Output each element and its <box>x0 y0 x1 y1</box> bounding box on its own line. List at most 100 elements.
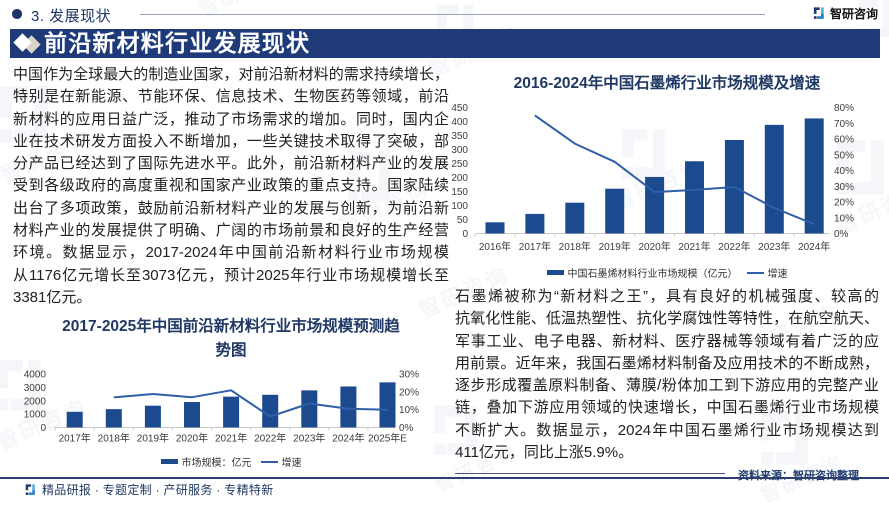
bar <box>144 405 161 428</box>
logo-shape <box>32 483 35 490</box>
paragraph-line: 中国作为全球最大的制造业国家，对前沿新材料的需求持续增长， <box>13 66 449 83</box>
paragraph-line: 出台了多项政策，鼓励前沿新材料产业的发展与创新，为前沿新 <box>13 199 449 217</box>
right-axis-label: 80% <box>834 103 854 114</box>
bar <box>605 188 625 234</box>
bar <box>301 390 318 428</box>
paragraph-line: 特别是在新能源、节能环保、信息技术、生物医药等领域，前沿 <box>13 88 449 106</box>
right-axis-label: 10% <box>834 213 854 224</box>
x-axis-label: 2020年 <box>638 240 670 253</box>
page-title: 前沿新材料行业发展现状 <box>44 30 311 56</box>
legend-label: 增速 <box>281 458 302 469</box>
logo-shape <box>28 489 35 495</box>
logo-shape <box>813 7 820 14</box>
x-axis-label: 2018年 <box>98 432 130 445</box>
bar-swatch-icon <box>546 270 564 275</box>
logo-shape <box>25 483 32 490</box>
paragraph-line: 材料产业的发展提供了明确、广阔的市场前景和良好的生产经营 <box>13 222 449 240</box>
left-axis-label: 100 <box>451 201 468 212</box>
left-axis-label: 3000 <box>24 383 47 394</box>
right-axis-label: 30% <box>834 182 854 193</box>
right-axis-label: 70% <box>834 119 854 130</box>
right-axis-label: 60% <box>834 135 854 146</box>
left-axis-label: 400 <box>451 117 468 128</box>
legend-label: 增速 <box>767 269 788 280</box>
left-paragraph: 中国作为全球最大的制造业国家，对前沿新材料的需求持续增长， 特别是在新能源、节能环… <box>13 64 449 309</box>
source-rule <box>455 473 725 474</box>
paragraph-line: 用前景。近年来，我国石墨烯材料制备及应用技术的不断成熟， <box>455 354 879 372</box>
left-axis-label: 150 <box>451 187 468 198</box>
paragraph-line: 新材料的应用日益广泛，推动了市场需求的增加。同时，国内企 <box>13 110 449 128</box>
brand-name: 智研咨询 <box>829 6 878 21</box>
x-axis-label: 2019年 <box>137 432 169 445</box>
bar <box>565 202 585 234</box>
legend-item-line: 增速 <box>746 265 788 280</box>
section-bullet-icon <box>12 9 22 19</box>
bar <box>66 411 83 428</box>
footer-rule <box>0 477 889 479</box>
right-axis-label: 20% <box>834 198 854 209</box>
left-axis-label: 250 <box>451 159 468 170</box>
x-axis-label: 2020年 <box>176 432 208 445</box>
bar <box>105 409 122 428</box>
paragraph-line: 环境。数据显示，2017-2024年中国前沿新材料行业市场规模 <box>13 244 449 262</box>
right-axis-label: 50% <box>834 150 854 161</box>
right-paragraph: 石墨烯被称为“新材料之王”，具有良好的机械强度、较高的 抗氧化性能、低温热塑性、抗… <box>455 286 879 464</box>
paragraph-line: 抗氧化性能、低温热塑性、抗化学腐蚀性等特性，在航空航天、 <box>455 310 879 328</box>
logo-shape <box>0 398 9 411</box>
x-axis-label: 2024年 <box>332 432 364 445</box>
chart1-plot: 0 1000 2000 3000 4000 0% 10% 20% 30% 2017年 2018年 20… <box>24 370 419 445</box>
paragraph-line: 军事工业、电子电器、新材料、医疗器械等领域有着广泛的应 <box>455 332 879 350</box>
bar <box>262 394 279 428</box>
paragraph-line: 逐步形成覆盖原料制备、薄膜/粉体加工到下游应用的完整产业 <box>455 377 879 395</box>
bar <box>525 213 545 234</box>
source-row: 资料来源：智研咨询整理 <box>450 467 880 482</box>
section-label: 3. 发展现状 <box>31 8 112 25</box>
paragraph-line: 411亿元，同比上涨5.9%。 <box>455 444 634 462</box>
left-axis-label: 4000 <box>24 370 47 381</box>
x-axis-label: 2022年 <box>254 432 286 445</box>
x-axis-label: 2025年E <box>368 432 407 445</box>
bar <box>379 382 396 428</box>
source-text: 资料来源：智研咨询整理 <box>738 470 859 482</box>
bar <box>645 176 665 234</box>
right-axis-label: 30% <box>399 370 419 381</box>
x-axis-label: 2024年 <box>798 240 830 253</box>
brand-logo-icon <box>813 7 824 19</box>
bar <box>764 124 784 234</box>
top-header: 3. 发展现状 智研咨询 <box>0 0 889 28</box>
x-axis-label: 2023年 <box>293 432 325 445</box>
paragraph-line: 从1176亿元增长至3073亿元，预计2025年行业市场规模增长至 <box>13 266 449 284</box>
bar <box>685 161 704 234</box>
chart2-legend: 中国石墨烯材料行业市场规模（亿元） 增速 <box>450 265 884 280</box>
x-axis-label: 2018年 <box>559 240 591 253</box>
left-axis-label: 450 <box>451 103 468 114</box>
x-axis-label: 2016年 <box>479 240 511 253</box>
growth-line <box>113 389 388 418</box>
right-axis-label: 40% <box>834 166 854 177</box>
bar <box>340 386 357 428</box>
footer-text: 精品研报 · 专题定制 · 产研服务 · 专精特新 <box>42 482 274 497</box>
paragraph-line: 链，叠加下游应用领域的快速增长，中国石墨烯行业市场规模 <box>455 399 879 417</box>
left-axis-label: 200 <box>451 173 468 184</box>
logo-shape <box>0 129 13 143</box>
right-axis-label: 0% <box>399 423 414 434</box>
bar <box>223 396 240 428</box>
logo-shape <box>25 491 29 495</box>
left-axis-label: 50 <box>457 215 469 226</box>
paragraph-line: 3381亿元。 <box>13 288 92 306</box>
right-axis-label: 10% <box>399 405 419 416</box>
x-axis-label: 2019年 <box>599 240 631 253</box>
left-axis-label: 350 <box>451 131 468 142</box>
paragraph-line: 不断扩大。数据显示，2024年中国石墨烯行业市场规模达到 <box>455 421 879 439</box>
x-axis-label: 2023年 <box>758 240 790 253</box>
line-swatch-icon <box>746 271 764 274</box>
bar <box>485 222 505 234</box>
chart1-title: 2017-2025年中国前沿新材料行业市场规模预测趋势图 <box>62 318 400 359</box>
logo-shape <box>816 13 824 19</box>
chart2-title: 2016-2024年中国石墨烯行业市场规模及增速 <box>513 75 821 92</box>
right-axis-label: 20% <box>399 387 419 398</box>
footer: 精品研报 · 专题定制 · 产研服务 · 专精特新 <box>24 481 274 497</box>
x-axis-label: 2017年 <box>519 240 551 253</box>
bar-swatch-icon <box>160 459 178 464</box>
legend-item-bar: 中国石墨烯材料行业市场规模（亿元） <box>546 265 738 280</box>
